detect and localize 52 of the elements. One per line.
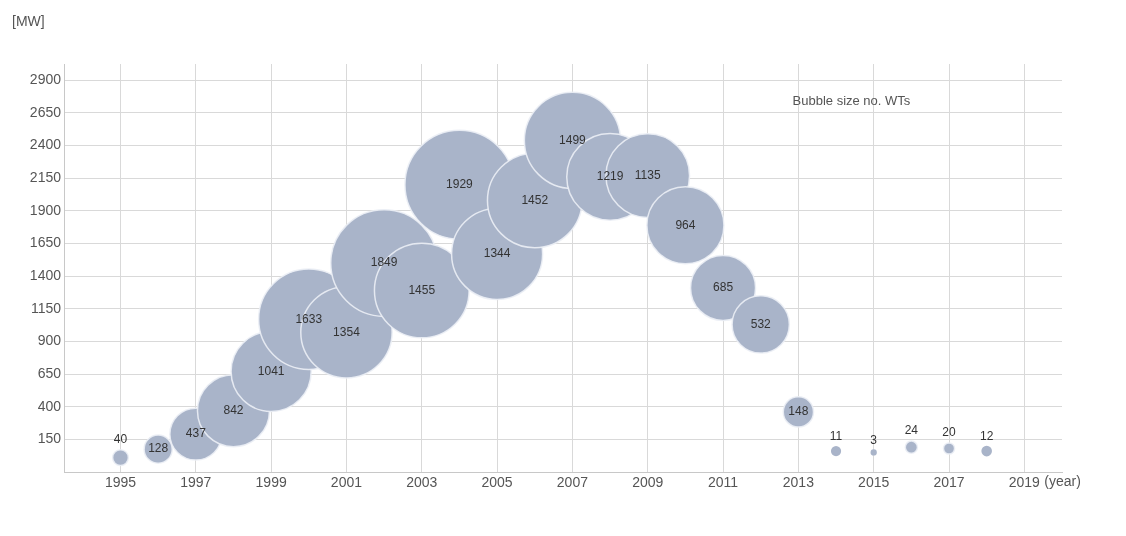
data-label: 532 (750, 316, 772, 331)
data-label: 20 (942, 425, 957, 440)
y-tick-label: 2650 (29, 103, 62, 120)
y-tick-label: 400 (37, 397, 62, 414)
y-tick-label: 1900 (29, 201, 62, 218)
data-label: 1041 (257, 363, 285, 378)
y-tick-label: 900 (37, 332, 62, 349)
x-tick-label: 1999 (255, 474, 287, 491)
data-label: 685 (713, 280, 734, 295)
x-tick-label: 2005 (481, 474, 513, 491)
data-label: 1929 (446, 177, 474, 192)
data-label: 128 (148, 441, 169, 456)
data-label: 1849 (370, 255, 398, 270)
data-label: 148 (788, 404, 809, 419)
y-tick-label: 1650 (29, 234, 62, 251)
y-tick-label: 650 (37, 364, 62, 381)
annotation: Bubble size no. WTs (792, 92, 911, 108)
data-label: 1135 (634, 167, 661, 182)
data-label: 1344 (483, 246, 511, 261)
data-label: 1633 (295, 311, 323, 326)
x-tick-label: 2017 (933, 474, 965, 491)
x-tick-label: 2013 (782, 474, 815, 491)
y-axis-title: [MW] (12, 12, 45, 29)
y-tick-label: 1400 (29, 267, 62, 284)
data-label: 1452 (521, 192, 549, 207)
data-label: 1219 (596, 169, 624, 184)
data-label: 1455 (408, 282, 436, 297)
data-label: 24 (904, 423, 919, 438)
x-tick-label: 2009 (632, 474, 664, 491)
x-tick-label: 2011 (708, 474, 739, 491)
data-label: 1499 (559, 132, 587, 147)
y-tick-label: 150 (37, 430, 62, 447)
data-label: 40 (113, 432, 128, 447)
y-tick-label: 2900 (29, 71, 62, 88)
x-tick-label: 2007 (556, 474, 589, 491)
y-tick-label: 2150 (29, 169, 62, 186)
x-tick-label: 2015 (858, 474, 890, 491)
data-label: 11 (829, 429, 843, 444)
data-label: 437 (185, 426, 207, 441)
x-tick-label: 2001 (330, 474, 363, 491)
data-label: 3 (870, 432, 878, 447)
x-axis-title: (year) (1044, 472, 1081, 489)
x-tick-label: 1995 (104, 474, 137, 491)
data-label: 12 (980, 429, 994, 444)
x-tick-label: 1997 (180, 474, 212, 491)
x-tick-label: 2003 (406, 474, 438, 491)
data-label: 842 (223, 402, 244, 417)
x-tick-label: 2019 (1008, 474, 1041, 491)
y-tick-label: 1150 (30, 299, 62, 316)
data-label: 964 (675, 217, 696, 232)
y-tick-label: 2400 (29, 136, 62, 153)
data-label: 1354 (333, 324, 361, 339)
